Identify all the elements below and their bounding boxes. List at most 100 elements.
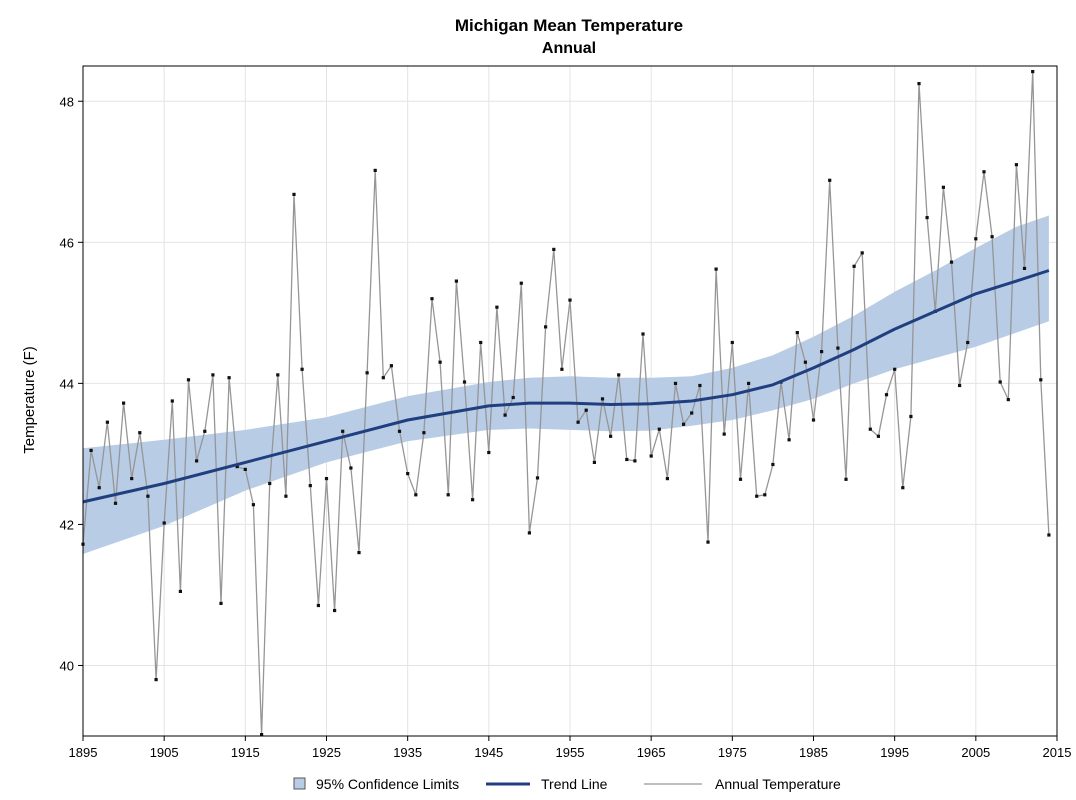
annual-temperature-point [219, 601, 223, 605]
annual-temperature-point [154, 678, 158, 682]
annual-temperature-point [414, 493, 418, 497]
annual-temperature-point [600, 397, 605, 401]
x-tick-label: 2005 [961, 745, 990, 760]
annual-temperature-point [227, 376, 231, 380]
annual-temperature-point [617, 373, 621, 377]
annual-temperature-point [97, 486, 101, 490]
chart-subtitle: Annual [542, 40, 596, 57]
annual-temperature-point [1014, 163, 1018, 167]
annual-temperature-point [982, 170, 986, 174]
annual-temperature-point [527, 531, 531, 535]
y-tick-label: 40 [60, 658, 74, 673]
x-tick-label: 1995 [880, 745, 909, 760]
x-tick-label: 1975 [718, 745, 747, 760]
annual-temperature-point [852, 264, 856, 268]
annual-temperature-point [747, 381, 751, 385]
annual-temperature-point [292, 192, 296, 196]
trend-line-layer [82, 269, 1050, 504]
annual-temperature-point [803, 360, 807, 364]
annual-temperature-point [552, 247, 556, 251]
annual-temperature-point [1031, 70, 1035, 74]
annual-temperature-point [730, 340, 734, 345]
confidence-band [83, 215, 1049, 554]
legend: 95% Confidence Limits Trend Line Annual Te… [293, 776, 841, 792]
annual-temperature-point [1006, 398, 1010, 402]
annual-temperature-point [949, 260, 954, 264]
annual-temperature-point [811, 418, 816, 422]
annual-temperature-point [876, 434, 880, 438]
annual-temperature-point [422, 431, 426, 435]
annual-temperature-point [479, 340, 483, 345]
annual-temperature-point [519, 281, 523, 285]
chart-title: Michigan Mean Temperature [455, 16, 683, 35]
annual-temperature-point [860, 251, 864, 255]
annual-temperature-point [170, 399, 174, 403]
annual-temperature-point [1047, 533, 1051, 537]
annual-temperature-point [722, 432, 726, 436]
y-tick-label: 42 [60, 517, 74, 532]
annual-temperature-point [300, 367, 304, 371]
annual-temperature-point [787, 438, 791, 442]
annual-temperature-point [771, 462, 775, 467]
annual-temperature-point [990, 235, 994, 239]
annual-temperature-point [828, 178, 832, 182]
x-tick-label: 1955 [556, 745, 585, 760]
annual-temperature-point [333, 608, 337, 613]
annual-temperature-point [316, 603, 320, 608]
annual-temperature-point [365, 371, 369, 375]
annual-temperature-point [609, 434, 613, 438]
annual-temperature-point [397, 429, 402, 433]
annual-temperature-point [917, 82, 921, 86]
annual-temperature-point [633, 459, 637, 463]
annual-temperature-point [909, 414, 913, 419]
annual-temperature-point [503, 413, 507, 417]
annual-temperature-point [763, 493, 767, 497]
annual-temperature-point [844, 477, 848, 481]
trend-line [82, 269, 1050, 504]
annual-temperature-point [130, 477, 134, 481]
annual-temperature-point [373, 168, 377, 172]
annual-temperature-point [430, 297, 434, 301]
annual-temperature-point [893, 367, 897, 371]
annual-temperature-point [682, 422, 686, 426]
annual-temperature-point [308, 484, 312, 488]
gridlines [82, 66, 1058, 736]
annual-temperature-point [868, 427, 872, 431]
annual-temperature-point [446, 493, 450, 497]
annual-temperature-point [495, 305, 499, 309]
annual-temperature-point [471, 498, 475, 502]
x-tick-label: 2015 [1043, 745, 1072, 760]
annual-temperature-point [836, 346, 840, 350]
annual-temperature-point [738, 477, 743, 481]
annual-temperature-point [584, 408, 588, 412]
confidence-band-layer [83, 215, 1049, 554]
annual-temperature-point [673, 381, 678, 385]
x-tick-label: 1905 [150, 745, 179, 760]
legend-band-swatch [293, 777, 306, 790]
annual-temperature-point [146, 494, 150, 498]
annual-temperature-point [122, 401, 126, 405]
annual-temperature-point [341, 429, 345, 433]
annual-temperature-point [958, 383, 962, 388]
annual-temperature-point [1022, 266, 1027, 270]
x-tick-label: 1945 [474, 745, 503, 760]
legend-label: Trend Line [541, 776, 608, 792]
annual-temperature-point [454, 279, 458, 283]
annual-temperature-point [714, 267, 718, 271]
annual-temperature-point [389, 364, 393, 368]
annual-temperature-point [487, 450, 491, 455]
annual-temperature-point [113, 501, 118, 505]
annual-temperature-point [925, 216, 929, 220]
annual-temperature-point [203, 429, 207, 433]
annual-temperature-point [105, 420, 109, 424]
annual-temperature-point [690, 411, 694, 415]
annual-temperature-point [438, 360, 442, 364]
legend-label: Annual Temperature [715, 776, 841, 792]
y-axis-label: Temperature (F) [21, 346, 38, 454]
annual-temperature-point [260, 733, 264, 737]
annual-temperature-point [535, 476, 540, 480]
annual-temperature-point [511, 395, 515, 400]
annual-temperature-point [89, 448, 93, 452]
annual-temperature-point [406, 472, 410, 476]
